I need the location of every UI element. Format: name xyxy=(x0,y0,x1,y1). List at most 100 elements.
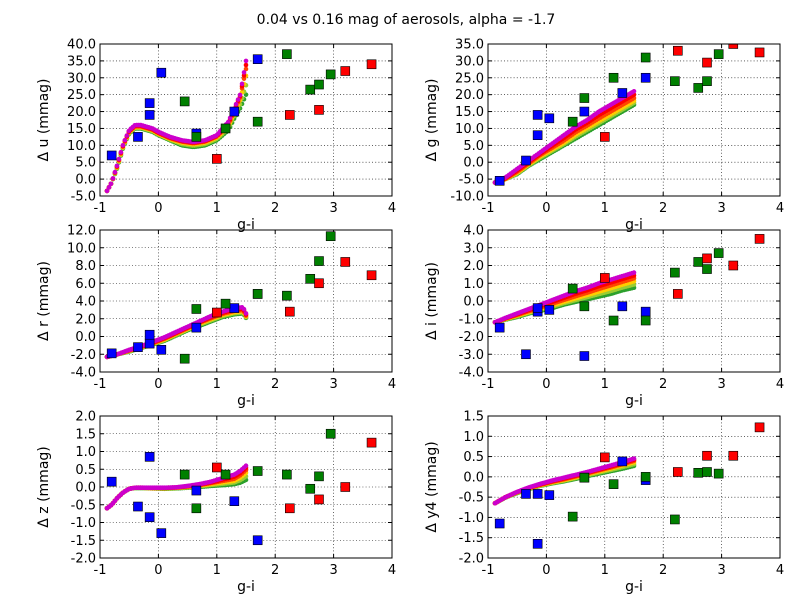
square-point-red xyxy=(284,306,295,317)
square-point-green xyxy=(325,69,336,80)
x-tick-label: 4 xyxy=(388,563,396,578)
axes-frame xyxy=(99,43,393,197)
square-point-green xyxy=(325,428,336,439)
y-tick-label: 10.0 xyxy=(455,122,484,137)
square-point-blue xyxy=(106,150,117,161)
square-point-green xyxy=(305,483,316,494)
square-point-red xyxy=(284,503,295,514)
panel-6: -1 0 1 2 3 4 -2.0 -1.5 -1.0 -0.5 0.0 0.5 1.0 1.5 g-i Δ … xyxy=(424,410,784,596)
square-point-red xyxy=(314,494,324,505)
curve-point xyxy=(118,149,124,155)
curve-point xyxy=(631,456,637,461)
y-tick-label: 40.0 xyxy=(67,38,96,53)
square-point-blue xyxy=(191,322,202,333)
plot-area xyxy=(492,422,765,549)
square-point-red xyxy=(599,452,610,463)
square-point-green xyxy=(579,472,590,483)
x-tick-label: 0 xyxy=(154,201,162,216)
x-axis-label: g-i xyxy=(625,217,643,233)
y-tick-label: 2.0 xyxy=(463,259,484,274)
y-tick-label: 20.0 xyxy=(455,88,484,103)
x-tick-label: 0 xyxy=(542,377,550,392)
square-point-blue xyxy=(144,452,155,462)
square-point-blue xyxy=(617,456,628,467)
panel-3: -1 0 1 2 3 4 -4.0 -2.0 0.0 2.0 4.0 6.0 8.0 10.0 12.0 g-… xyxy=(36,224,396,410)
curve-point xyxy=(241,70,247,75)
x-axis-label: g-i xyxy=(237,217,255,233)
curve-point xyxy=(104,188,110,194)
x-tick-label: -1 xyxy=(94,201,107,216)
y-tick-label: 25.0 xyxy=(67,88,96,103)
square-point-blue xyxy=(494,518,505,529)
y-tick-label: 0.0 xyxy=(75,481,96,496)
square-point-blue xyxy=(494,322,505,333)
x-tick-label: 0 xyxy=(154,377,162,392)
y-axis-label: Δ u (mmag) xyxy=(36,78,52,161)
curve-point xyxy=(233,101,239,107)
curve-point xyxy=(631,270,637,275)
square-point-blue xyxy=(494,176,505,186)
x-tick-label: 2 xyxy=(659,377,667,392)
y-tick-label: 4.0 xyxy=(463,224,484,239)
square-point-blue xyxy=(532,130,543,140)
square-point-blue xyxy=(229,303,240,313)
square-point-red xyxy=(728,450,739,461)
x-tick-label: 1 xyxy=(213,377,221,392)
y-tick-label: 1.0 xyxy=(463,277,484,292)
y-tick-label: 2.0 xyxy=(75,312,96,327)
y-tick-label: 0.0 xyxy=(463,470,484,485)
axes-frame xyxy=(99,229,393,373)
y-axis-label: Δ r (mmag) xyxy=(36,261,52,341)
plot-area xyxy=(492,44,765,186)
y-tick-label: -1.0 xyxy=(459,312,484,327)
x-tick-label: 3 xyxy=(717,201,725,216)
square-point-blue xyxy=(156,67,167,78)
x-tick-label: 1 xyxy=(601,377,609,392)
curve-point xyxy=(112,169,118,175)
square-point-red xyxy=(212,462,222,473)
square-point-green xyxy=(252,116,263,127)
y-tick-label: 0.5 xyxy=(75,463,96,478)
x-tick-label: 1 xyxy=(213,563,221,578)
plot-area xyxy=(104,231,377,364)
panel-4: -1 0 1 2 3 4 -4.0 -3.0 -2.0 -1.0 0.0 1.0 2.0 3.0 4.0 g-… xyxy=(424,224,784,410)
square-point-green xyxy=(567,283,578,294)
x-tick-label: -1 xyxy=(482,377,495,392)
square-point-green xyxy=(325,231,336,242)
axes-frame xyxy=(487,415,781,559)
curve-point xyxy=(237,92,243,98)
y-axis-label: Δ y4 (mmag) xyxy=(424,441,440,532)
x-tick-label: 0 xyxy=(542,563,550,578)
y-tick-label: 8.0 xyxy=(75,259,96,274)
square-point-green xyxy=(670,267,680,278)
square-point-blue xyxy=(521,155,531,166)
figure-title: 0.04 vs 0.16 mag of aerosols, alpha = -1… xyxy=(257,12,556,28)
x-tick-label: -1 xyxy=(482,563,495,578)
square-point-blue xyxy=(617,88,628,98)
y-tick-label: 30.0 xyxy=(67,71,96,86)
x-axis-label: g-i xyxy=(237,579,255,595)
square-point-red xyxy=(366,270,377,281)
square-point-blue xyxy=(521,489,531,499)
square-point-green xyxy=(702,467,712,477)
curve-point xyxy=(631,88,637,94)
y-tick-label: -0.5 xyxy=(71,498,96,513)
x-tick-label: 2 xyxy=(271,377,279,392)
square-point-blue xyxy=(532,110,543,120)
curve-point xyxy=(108,181,114,187)
square-point-green xyxy=(713,49,724,59)
y-tick-label: 20.0 xyxy=(67,105,96,120)
y-tick-label: 1.0 xyxy=(463,430,484,445)
curve-point xyxy=(243,62,249,68)
square-point-green xyxy=(640,472,651,482)
square-point-red xyxy=(754,47,765,58)
x-tick-label: 0 xyxy=(154,563,162,578)
square-point-green xyxy=(191,132,202,142)
square-point-blue xyxy=(191,485,202,496)
square-point-green xyxy=(282,469,292,480)
square-point-green xyxy=(314,256,324,266)
square-point-blue xyxy=(133,501,143,512)
square-point-green xyxy=(305,274,316,284)
square-point-green xyxy=(179,96,190,107)
square-point-red xyxy=(212,307,222,318)
